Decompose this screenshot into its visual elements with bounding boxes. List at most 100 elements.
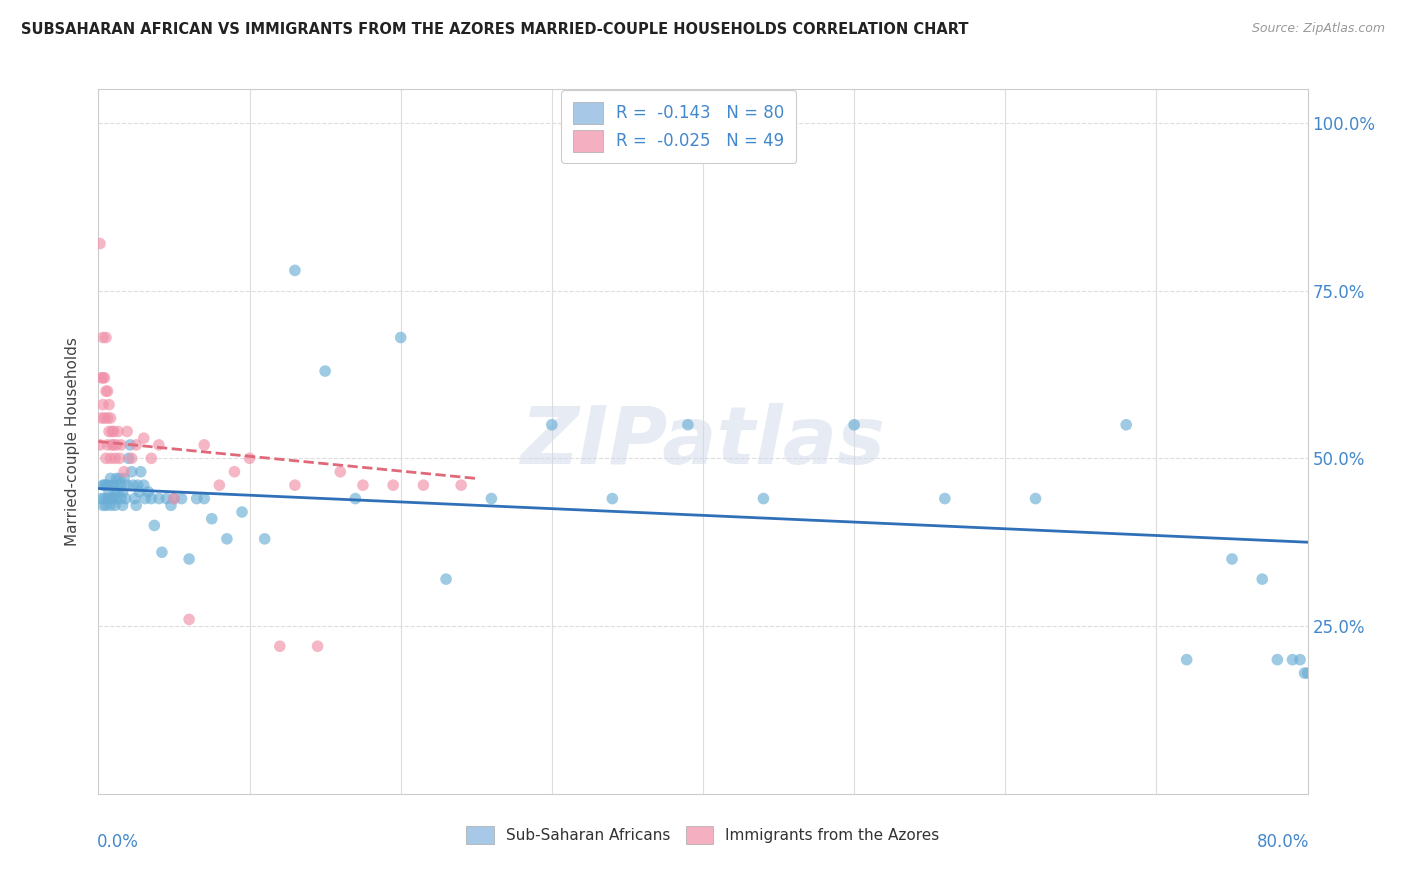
Point [90,411,112,425]
Point [115,478,138,492]
Point [307,639,329,653]
Point [93,491,115,506]
Point [150,545,173,559]
Point [101,425,124,439]
Point [110,478,132,492]
Point [124,491,146,506]
Point [104,484,127,499]
Point [179,612,201,626]
Point [412,478,434,492]
Point [98,425,121,439]
Point [170,491,193,506]
Point [98,398,121,412]
Point [284,263,307,277]
Point [134,491,156,506]
Point [111,498,134,512]
Point [93,411,115,425]
Point [163,491,186,506]
Point [91,371,114,385]
Point [118,451,141,466]
Point [114,491,136,506]
Legend: Sub-Saharan Africans, Immigrants from the Azores: Sub-Saharan Africans, Immigrants from th… [460,820,946,850]
Point [93,478,115,492]
Point [121,465,143,479]
Point [91,330,114,344]
Point [127,478,149,492]
Point [115,425,138,439]
Point [108,451,131,466]
Point [96,438,118,452]
Point [1296,666,1319,681]
Point [105,438,128,452]
Point [148,438,170,452]
Point [96,411,118,425]
Point [103,491,125,506]
Point [94,478,117,492]
Point [101,491,124,506]
Point [105,471,128,485]
Point [89,236,111,251]
Point [193,438,215,452]
Point [110,438,132,452]
Point [450,478,472,492]
Point [540,417,562,432]
Text: 80.0%: 80.0% [1257,832,1309,851]
Point [602,491,624,506]
Point [193,491,215,506]
Y-axis label: Married-couple Households: Married-couple Households [65,337,80,546]
Point [253,532,276,546]
Point [329,465,352,479]
Point [231,505,253,519]
Point [344,491,367,506]
Point [98,484,121,499]
Point [129,465,152,479]
Point [121,451,143,466]
Point [98,491,121,506]
Point [132,478,155,492]
Point [91,478,114,492]
Point [284,478,307,492]
Point [201,512,224,526]
Point [100,498,122,512]
Point [1281,653,1303,667]
Point [434,572,457,586]
Point [104,451,127,466]
Point [103,438,125,452]
Point [93,371,115,385]
Point [105,491,128,506]
Point [163,491,186,506]
Point [155,491,177,506]
Point [112,471,135,485]
Point [108,471,131,485]
Point [94,330,117,344]
Point [100,411,122,425]
Point [90,491,112,506]
Point [676,417,699,432]
Point [1251,572,1274,586]
Point [107,425,129,439]
Point [91,498,114,512]
Point [143,518,166,533]
Point [104,498,127,512]
Point [94,451,117,466]
Point [352,478,374,492]
Point [269,639,291,653]
Point [186,491,208,506]
Point [1115,417,1137,432]
Point [94,498,117,512]
Point [94,384,117,399]
Point [239,451,262,466]
Point [1267,653,1289,667]
Point [122,478,145,492]
Point [141,491,163,506]
Point [208,478,231,492]
Point [132,431,155,445]
Point [148,491,170,506]
Point [382,478,405,492]
Point [101,438,124,452]
Text: 0.0%: 0.0% [97,832,139,851]
Point [125,498,148,512]
Point [1294,666,1316,681]
Point [103,478,125,492]
Point [107,484,129,499]
